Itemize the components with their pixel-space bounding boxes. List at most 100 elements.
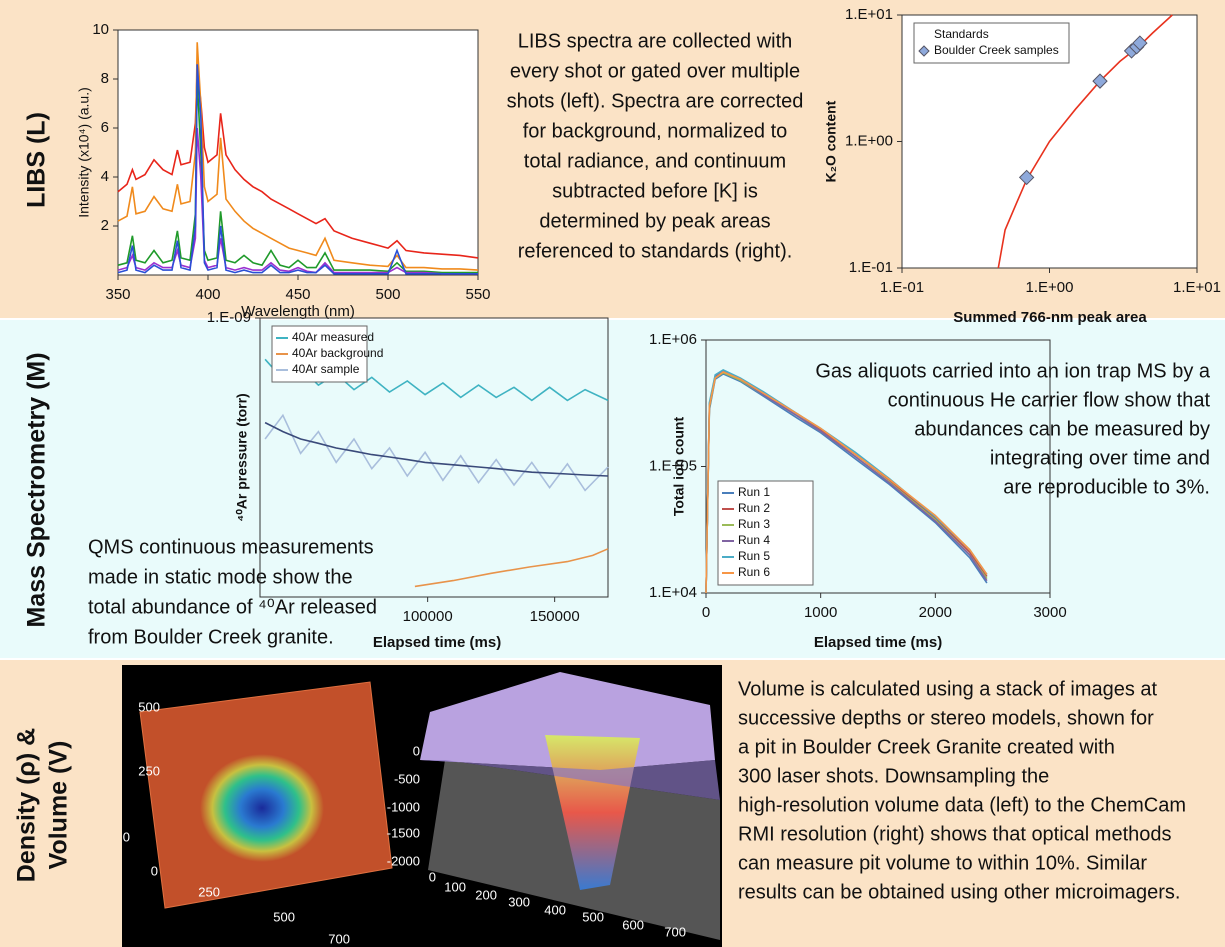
x-tick-label: 3000	[1033, 604, 1066, 621]
paragraph-line: every shot or gated over multiple	[510, 60, 800, 82]
section-label: Density (ρ) &	[13, 728, 41, 882]
legend-label: Boulder Creek samples	[934, 43, 1059, 57]
x-tick-label: 1000	[804, 604, 837, 621]
paragraph-line: integrating over time and	[990, 447, 1210, 469]
paragraph-line: made in static mode show the	[88, 566, 353, 588]
x-tick-label: 450	[285, 286, 310, 303]
x-tick-label: 0	[702, 604, 710, 621]
y-tick-label: 1.E+00	[845, 132, 893, 149]
paragraph-line: Volume is calculated using a stack of im…	[738, 678, 1158, 700]
surface-edge	[420, 760, 720, 800]
image-tick-label: 500	[582, 909, 604, 924]
paragraph-line: continuous He carrier flow show that	[888, 389, 1211, 411]
data-point	[1132, 35, 1148, 51]
y-axis-label: ⁴⁰Ar pressure (torr)	[234, 393, 250, 521]
x-tick-label: 100000	[403, 608, 453, 625]
image-tick-label: -1000	[387, 799, 420, 814]
x-axis-label: Elapsed time (ms)	[373, 634, 501, 651]
paragraph-line: for background, normalized to	[523, 120, 788, 142]
x-tick-label: 1.E+01	[1173, 279, 1221, 296]
plot-frame	[117, 29, 479, 276]
paragraph-line: 300 laser shots. Downsampling the	[738, 765, 1049, 787]
y-tick-label: 1.E-09	[207, 309, 251, 326]
y-tick-label: 1.E+01	[845, 6, 893, 23]
paragraph-line: shots (left). Spectra are corrected	[507, 90, 804, 112]
image-tick-label: 500	[273, 909, 295, 924]
data-line	[264, 421, 609, 477]
paragraph-line: high-resolution volume data (left) to th…	[738, 794, 1186, 816]
legend-box	[717, 480, 814, 586]
image-tick-label: 700	[664, 924, 686, 939]
x-tick-label: 1.E-01	[880, 279, 924, 296]
paragraph-line: referenced to standards (right).	[518, 240, 793, 262]
paragraph-line: can measure pit volume to within 10%. Si…	[738, 852, 1147, 874]
surface-right	[420, 672, 715, 770]
legend-label: Run 2	[738, 501, 770, 515]
x-tick-label: 550	[465, 286, 490, 303]
y-tick-label: 6	[101, 119, 109, 136]
plot-frame	[259, 317, 609, 598]
data-line	[117, 64, 478, 275]
paragraph-line: total abundance of ⁴⁰Ar released	[88, 596, 377, 618]
paragraph-line: results can be obtained using other micr…	[738, 881, 1180, 903]
y-axis-label: Total ion count	[671, 417, 687, 517]
y-tick-label: 1.E+06	[649, 331, 697, 348]
image-tick-label: 200	[475, 887, 497, 902]
paragraph-line: a pit in Boulder Creek Granite created w…	[738, 736, 1115, 758]
text-bg	[80, 530, 410, 655]
y-tick-label: 1.E-01	[849, 259, 893, 276]
image-tick-label: 250	[138, 763, 160, 778]
data-line	[264, 358, 609, 402]
x-tick-label: 400	[195, 286, 220, 303]
data-line	[117, 69, 479, 259]
paragraph-line: Gas aliquots carried into an ion trap MS…	[815, 360, 1211, 382]
image-tick-label: -500	[394, 771, 420, 786]
section-label: Volume (V)	[45, 741, 73, 870]
image-tick-label: 500	[138, 699, 160, 714]
pit-left	[200, 754, 324, 862]
data-line	[414, 548, 609, 588]
legend-label: Run 5	[738, 549, 770, 563]
paragraph-line: LIBS spectra are collected with	[518, 30, 793, 52]
x-tick-label: 2000	[919, 604, 952, 621]
image-tick-label: 300	[508, 894, 530, 909]
paragraph-line: total radiance, and continuum	[524, 150, 786, 172]
y-tick-label: 10	[92, 21, 109, 38]
x-tick-label: 500	[375, 286, 400, 303]
paragraph-line: RMI resolution (right) shows that optica…	[738, 823, 1172, 845]
y-tick-label: 2	[101, 217, 109, 234]
paragraph-line: are reproducible to 3%.	[1003, 476, 1210, 498]
legend-label: Run 3	[738, 517, 770, 531]
image-tick-label: 400	[544, 902, 566, 917]
data-point	[1092, 73, 1108, 89]
image-tick-label: 0	[151, 863, 158, 878]
x-axis-label: Elapsed time (ms)	[814, 634, 942, 651]
legend-label: Run 4	[738, 533, 770, 547]
image-tick-label: 100	[444, 879, 466, 894]
legend-label: 40Ar background	[292, 346, 383, 360]
paragraph-line: determined by peak areas	[539, 210, 770, 232]
x-axis-label: Summed 766-nm peak area	[953, 309, 1147, 326]
image-tick-label: 600	[622, 917, 644, 932]
image-tick-label: 0	[123, 829, 130, 844]
data-line	[264, 413, 609, 492]
section-label: LIBS (L)	[23, 112, 51, 208]
image-tick-label: 0	[413, 743, 420, 758]
legend-label: Standards	[934, 27, 989, 41]
paragraph-line: from Boulder Creek granite.	[88, 626, 334, 648]
paragraph-line: QMS continuous measurements	[88, 536, 374, 558]
data-line	[117, 78, 478, 274]
legend-label: Run 1	[738, 485, 770, 499]
legend-marker	[918, 45, 930, 57]
y-tick-label: 1.E+05	[649, 457, 697, 474]
y-tick-label: 4	[101, 168, 109, 185]
y-axis-label: K₂O content	[823, 100, 839, 182]
paragraph-line: abundances can be measured by	[914, 418, 1210, 440]
paragraph-line: successive depths or stereo models, show…	[738, 707, 1154, 729]
image-tick-label: 250	[198, 884, 220, 899]
y-axis-label: Intensity (x10⁴) (a.u.)	[76, 87, 92, 218]
y-tick-label: 8	[101, 70, 109, 87]
paragraph-line: subtracted before [K] is	[552, 180, 758, 202]
legend-box	[913, 22, 1070, 64]
